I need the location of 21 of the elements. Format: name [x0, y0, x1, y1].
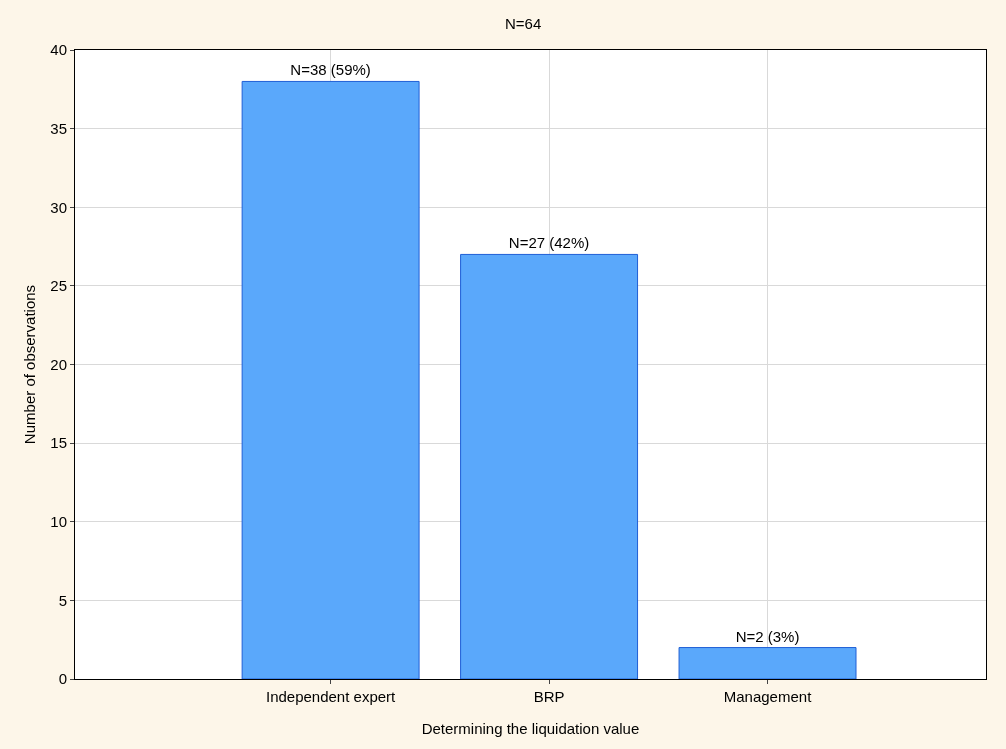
x-tick-label: BRP	[533, 688, 565, 705]
y-tick-label: 30	[50, 198, 67, 216]
data-label: N=27 (42%)	[508, 234, 590, 252]
y-tick-label: 25	[50, 277, 67, 295]
chart-title: N=64	[504, 15, 542, 33]
y-tick-label: 35	[50, 119, 67, 137]
x-tick-label: Management	[723, 688, 813, 705]
data-label: N=2 (3%)	[735, 627, 800, 645]
y-axis-title: Number of observations	[21, 284, 38, 445]
y-tick-label: 20	[50, 355, 67, 373]
y-tick-label: 10	[50, 513, 67, 530]
y-tick-label: 5	[58, 591, 67, 609]
bar	[241, 80, 420, 679]
data-label: N=38 (59%)	[290, 61, 371, 79]
bar	[678, 647, 857, 679]
x-tick-label: Independent expert	[265, 688, 397, 705]
bar	[460, 253, 639, 679]
y-tick-label: 40	[50, 41, 67, 59]
y-tick-label: 15	[50, 434, 67, 452]
x-axis-title: Determining the liquidation value	[421, 720, 640, 737]
y-tick-label: 0	[58, 670, 67, 688]
